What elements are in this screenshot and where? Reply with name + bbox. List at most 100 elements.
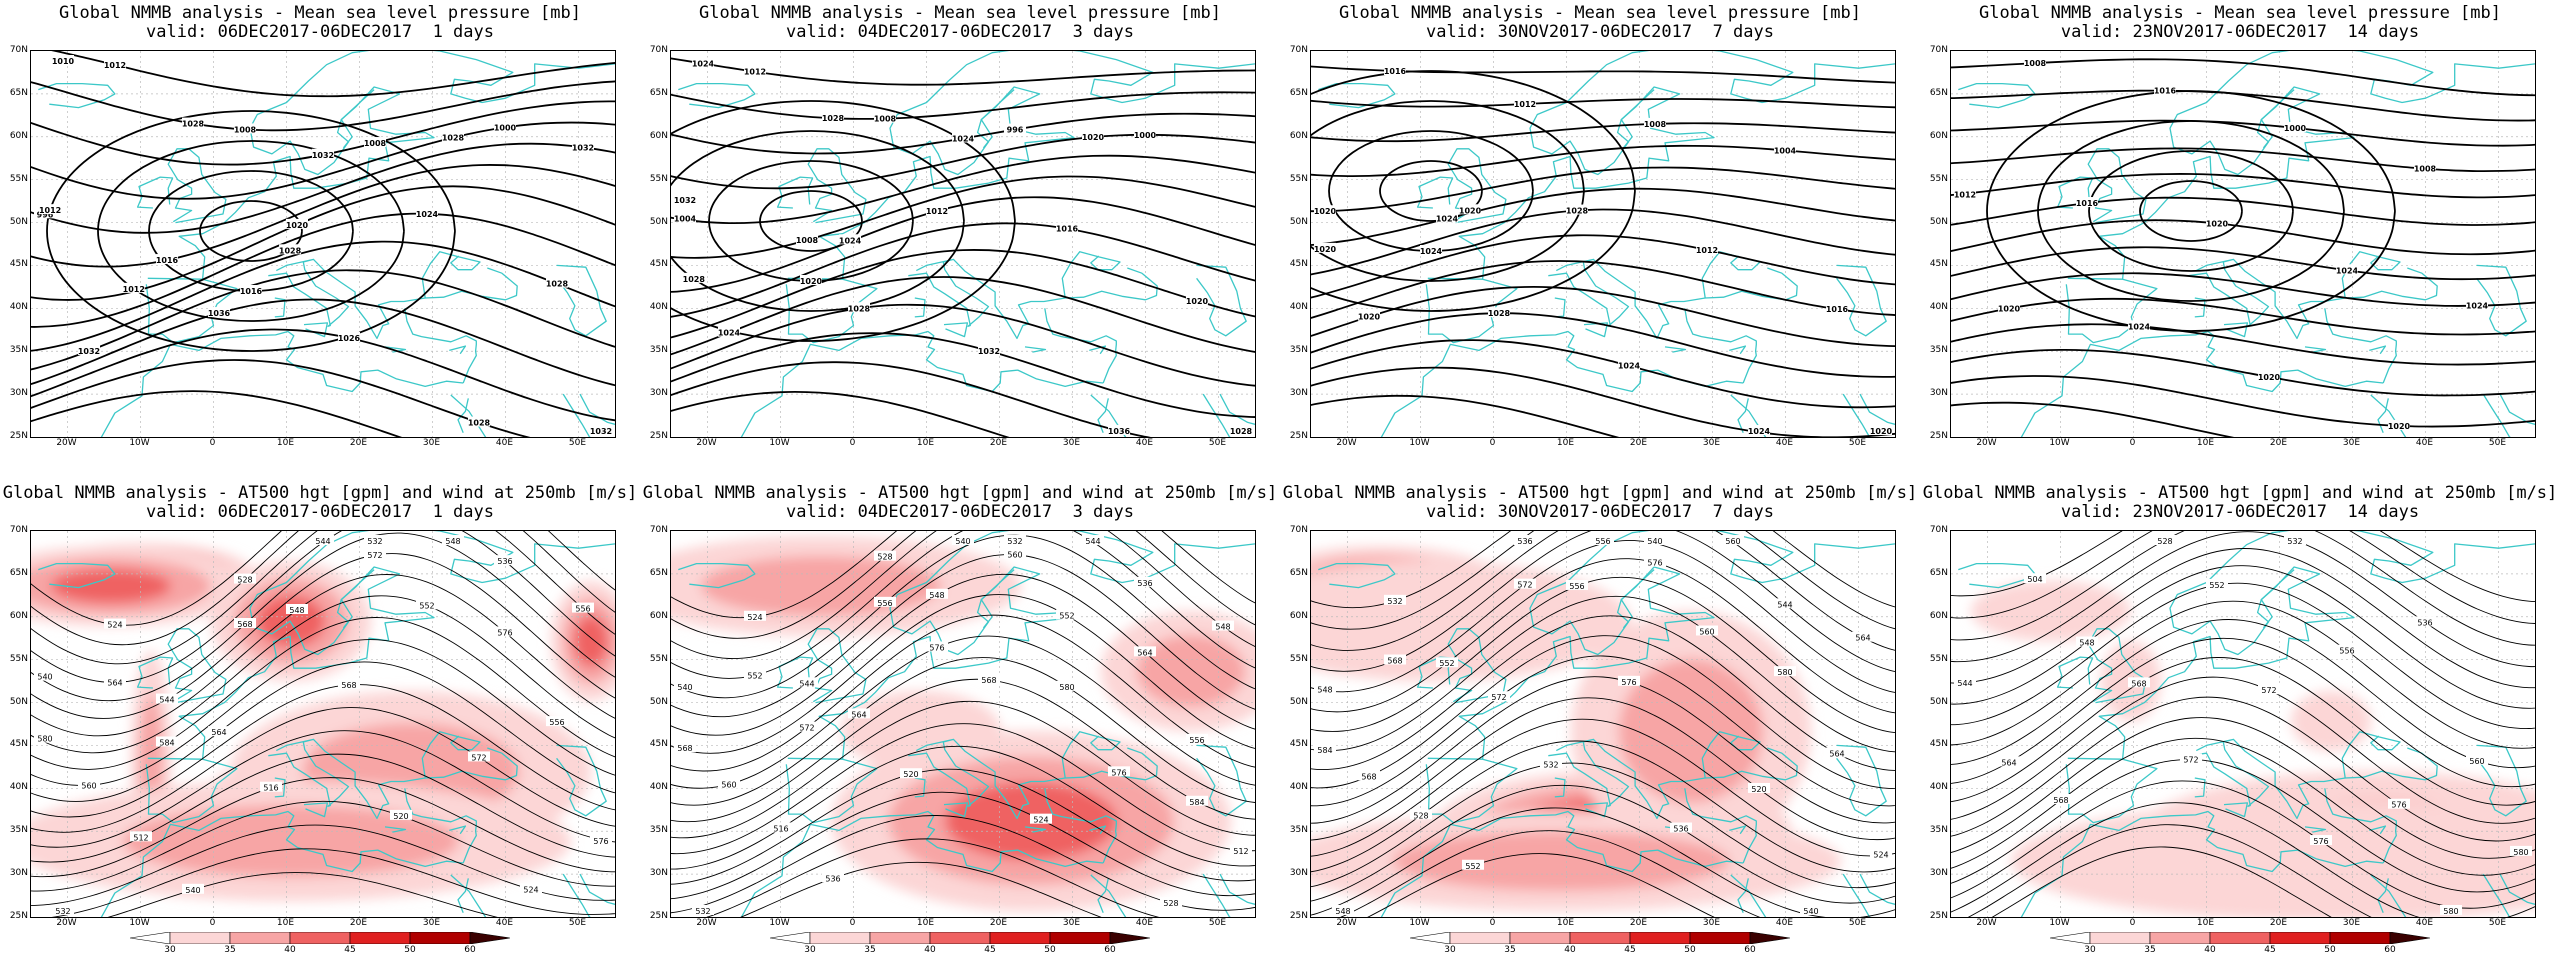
coastline bbox=[1089, 825, 1107, 835]
contour-label-bg bbox=[1954, 677, 1976, 688]
contour-label-bg bbox=[2388, 798, 2410, 809]
isobar bbox=[2088, 150, 2294, 272]
coastline bbox=[1079, 531, 1255, 584]
coastline bbox=[2476, 744, 2527, 817]
panel-title: Global NMMB analysis - Mean sea level pr… bbox=[1920, 4, 2560, 42]
lon-label: 50E bbox=[1208, 438, 1227, 448]
height-contour bbox=[31, 753, 615, 863]
lon-label: 20W bbox=[1976, 918, 1997, 928]
contour-label: 580 bbox=[2443, 907, 2458, 916]
height-contour bbox=[1951, 548, 2535, 689]
contour-label-bg bbox=[1332, 905, 1354, 915]
height-contour bbox=[1951, 676, 2535, 824]
coastline bbox=[953, 731, 1121, 820]
lon-label: 0 bbox=[2129, 438, 2136, 448]
panel-valid-line: valid: 30NOV2017-06DEC2017 7 days bbox=[1426, 502, 1774, 522]
lon-label: 30E bbox=[1062, 438, 1081, 448]
contour-label: 1028 bbox=[848, 304, 871, 313]
contour-label: 1024 bbox=[2336, 266, 2359, 275]
contour-label: 516 bbox=[773, 824, 788, 833]
lat-label: 60N bbox=[1929, 610, 1948, 621]
wind-speed-area bbox=[841, 691, 1001, 771]
lon-label: 30E bbox=[1702, 918, 1721, 928]
contour-label-bg bbox=[1384, 65, 1406, 76]
contour-label: 544 bbox=[315, 537, 330, 546]
contour-label: 556 bbox=[575, 605, 590, 614]
contour-label: 512 bbox=[1233, 847, 1248, 856]
lon-label: 10W bbox=[1409, 438, 1430, 448]
lat-label: 35N bbox=[1289, 345, 1308, 356]
contour-label-bg bbox=[1384, 654, 1406, 665]
lat-label: 45N bbox=[1289, 259, 1308, 270]
lat-label: 25N bbox=[1289, 911, 1308, 921]
contour-label: 1032 bbox=[78, 347, 100, 356]
contour-label: 1020 bbox=[1082, 133, 1105, 142]
height-contour bbox=[31, 800, 615, 892]
contour-label: 1020 bbox=[1870, 427, 1893, 436]
lat-label: 40N bbox=[1929, 782, 1948, 793]
contour-label-bg bbox=[1314, 683, 1336, 694]
map-svg: 532 536 540 544 548 552 556 560 564 568 572 576 520 5… bbox=[1311, 531, 1895, 917]
contour-label-bg bbox=[1108, 424, 1130, 435]
isobar bbox=[708, 160, 914, 282]
contour-label-bg bbox=[952, 132, 974, 143]
contour-label: 504 bbox=[2027, 575, 2042, 584]
lat-label: 60N bbox=[9, 610, 28, 621]
contour-label: 520 bbox=[393, 812, 408, 821]
coastline bbox=[1024, 346, 1047, 353]
height-contour bbox=[1951, 531, 2535, 646]
coastline bbox=[943, 322, 969, 338]
contour-label-bg bbox=[874, 112, 896, 123]
isobar bbox=[671, 249, 1255, 339]
contour-label: 524 bbox=[107, 621, 122, 630]
coastline bbox=[953, 251, 1121, 340]
contour-label-bg bbox=[1514, 535, 1536, 545]
contour-label: 564 bbox=[107, 678, 122, 687]
isobar bbox=[759, 190, 863, 252]
lat-label: 25N bbox=[1289, 431, 1308, 441]
contour-label: 1032 bbox=[572, 143, 594, 152]
coastline bbox=[980, 89, 1015, 149]
coastline bbox=[303, 322, 329, 338]
height-contour bbox=[31, 777, 615, 878]
colorbar-tick: 35 bbox=[1504, 945, 1516, 955]
height-contour bbox=[671, 791, 1255, 900]
contour-label-bg bbox=[1030, 813, 1052, 824]
lon-label: 10E bbox=[276, 918, 295, 928]
coastline bbox=[1842, 393, 1895, 437]
lon-label: 0 bbox=[2129, 918, 2136, 928]
contour-label: 1000 bbox=[2284, 124, 2307, 133]
lon-label: 40E bbox=[1775, 438, 1794, 448]
height-contour bbox=[31, 639, 615, 786]
map-area: 504 528 532 536 544 548 552 556 560 564 568 572 576 5… bbox=[1950, 530, 2536, 918]
contour-label: 996 bbox=[1007, 126, 1024, 135]
height-contour bbox=[671, 657, 1255, 806]
panel-title: Global NMMB analysis - Mean sea level pr… bbox=[0, 4, 640, 42]
contour-label: 556 bbox=[1189, 736, 1204, 745]
contour-label: 536 bbox=[1137, 579, 1152, 588]
contour-label: 1036 bbox=[1108, 427, 1131, 436]
contour-label-bg bbox=[286, 604, 308, 615]
coastline bbox=[908, 738, 990, 807]
height-contour bbox=[1951, 737, 2535, 876]
lat-label: 30N bbox=[9, 388, 28, 399]
contour-label-bg bbox=[718, 778, 740, 789]
isobar bbox=[1311, 166, 1895, 213]
contour-label-bg bbox=[1748, 782, 1770, 793]
lat-label: 40N bbox=[1289, 302, 1308, 313]
isobar bbox=[31, 390, 403, 437]
contour-label-bg bbox=[546, 716, 568, 727]
lat-label: 35N bbox=[1929, 345, 1948, 356]
height-contour bbox=[1311, 531, 1895, 630]
isobar bbox=[1311, 98, 1895, 109]
contour-label-bg bbox=[744, 65, 766, 76]
contour-label: 1028 bbox=[1488, 309, 1511, 318]
contour-label: 540 bbox=[37, 673, 52, 682]
colorbar-tick: 45 bbox=[344, 945, 356, 955]
contour-label-bg bbox=[364, 137, 386, 148]
height-contour bbox=[1951, 600, 2535, 749]
contour-label: 540 bbox=[185, 886, 200, 895]
height-contour bbox=[671, 635, 1255, 789]
contour-label: 560 bbox=[1725, 537, 1740, 546]
isobar bbox=[31, 359, 531, 437]
